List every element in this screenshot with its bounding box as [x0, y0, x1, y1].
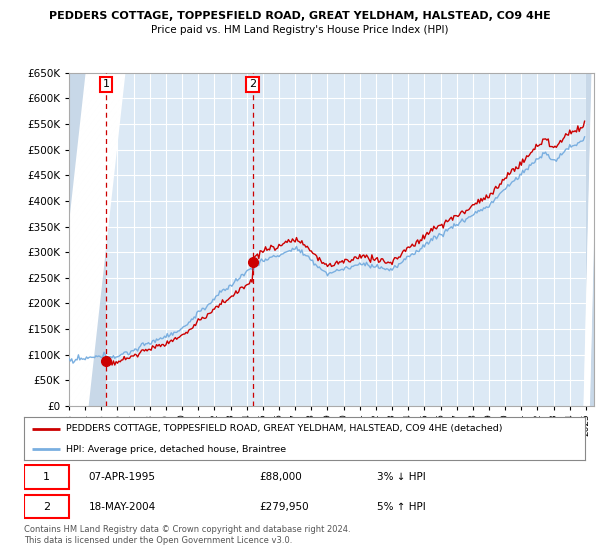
Text: £88,000: £88,000 — [260, 472, 302, 482]
Text: £279,950: £279,950 — [260, 502, 309, 512]
Text: PEDDERS COTTAGE, TOPPESFIELD ROAD, GREAT YELDHAM, HALSTEAD, CO9 4HE: PEDDERS COTTAGE, TOPPESFIELD ROAD, GREAT… — [49, 11, 551, 21]
Text: 5% ↑ HPI: 5% ↑ HPI — [377, 502, 426, 512]
Bar — [69, 73, 106, 406]
Text: 2: 2 — [249, 80, 256, 90]
Text: Contains HM Land Registry data © Crown copyright and database right 2024.
This d: Contains HM Land Registry data © Crown c… — [24, 525, 350, 545]
Text: 07-APR-1995: 07-APR-1995 — [89, 472, 155, 482]
Text: 3% ↓ HPI: 3% ↓ HPI — [377, 472, 426, 482]
Text: 1: 1 — [43, 472, 50, 482]
Text: 2: 2 — [43, 502, 50, 512]
FancyBboxPatch shape — [24, 465, 69, 489]
Text: 18-MAY-2004: 18-MAY-2004 — [89, 502, 156, 512]
Text: Price paid vs. HM Land Registry's House Price Index (HPI): Price paid vs. HM Land Registry's House … — [151, 25, 449, 35]
FancyBboxPatch shape — [24, 495, 69, 519]
Text: 1: 1 — [103, 80, 109, 90]
Text: HPI: Average price, detached house, Braintree: HPI: Average price, detached house, Brai… — [66, 445, 286, 454]
Bar — [586, 73, 594, 406]
Text: PEDDERS COTTAGE, TOPPESFIELD ROAD, GREAT YELDHAM, HALSTEAD, CO9 4HE (detached): PEDDERS COTTAGE, TOPPESFIELD ROAD, GREAT… — [66, 424, 503, 433]
